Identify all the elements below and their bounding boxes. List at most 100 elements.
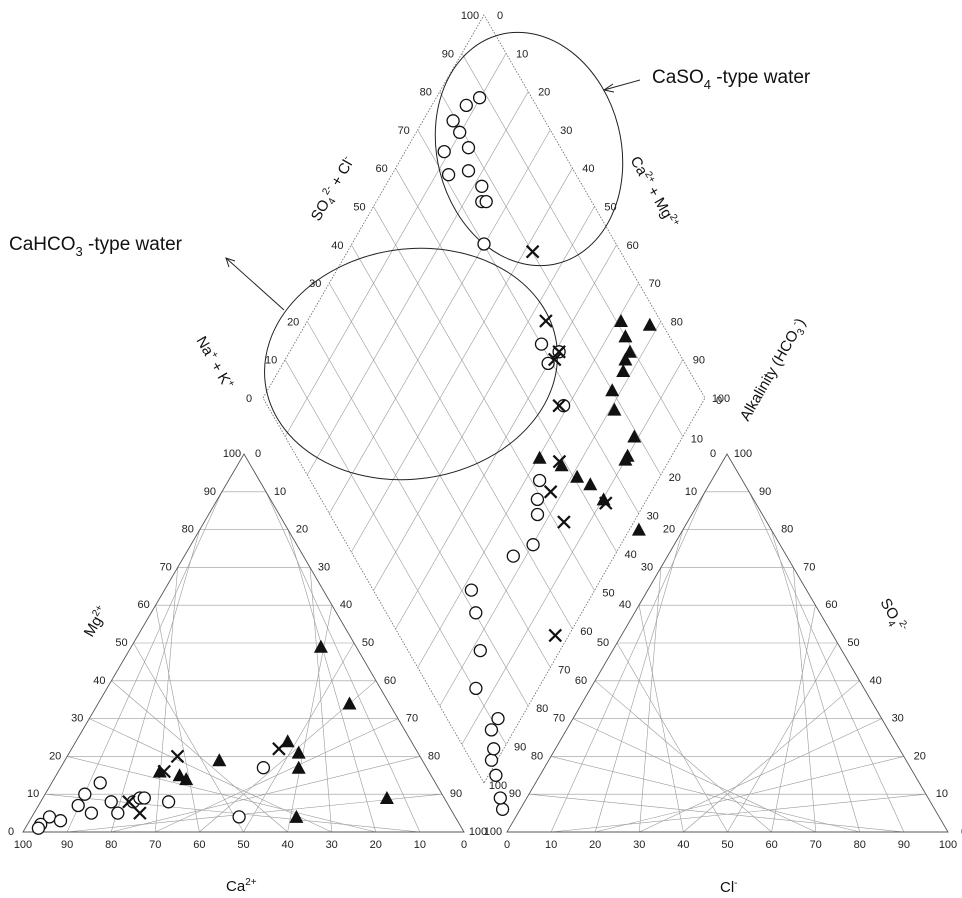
diamond-grid-b (461, 53, 684, 437)
diamond-point-circle (453, 125, 467, 139)
tick-ca-mg: 30 (560, 125, 572, 137)
cation-grid-a (45, 793, 420, 833)
tick-labels: 0 0 0 10 10 10 20 20 20 30 30 30 40 40 40 50 50 50 60 60 60 7… (8, 10, 962, 851)
tick-alkalinity: 10 (691, 434, 703, 446)
tick-so4-cl: 90 (442, 48, 454, 60)
arrow-caHCO3 (225, 257, 285, 311)
anion-point-circle (469, 606, 483, 620)
cation-grid-b (243, 642, 355, 833)
cation-point-circle (84, 806, 99, 820)
tick-cation-right: 90 (450, 788, 462, 800)
tick-ca: 90 (61, 839, 73, 851)
anion-grid-b (771, 605, 816, 833)
cation-point-triangle (179, 772, 194, 786)
tick-anion-left: 90 (509, 788, 521, 800)
tick-ca: 70 (149, 839, 161, 851)
diamond-point-triangle (607, 402, 622, 416)
axis-title-so4: SO42- (874, 595, 910, 637)
tick-alkalinity: 70 (558, 665, 570, 677)
anion-point-triangle (631, 522, 646, 536)
diamond-point-circle (461, 164, 476, 178)
axis-title-ca: Ca2+ (226, 877, 257, 895)
cation-point-cross (157, 764, 171, 779)
cation-point-circle (104, 795, 118, 809)
tick-alkalinity: 30 (647, 511, 659, 523)
cross-stroke (552, 398, 566, 413)
tick-cl: 20 (589, 839, 601, 851)
diamond-grid-a (395, 244, 617, 630)
tick-so4: 80 (781, 524, 793, 536)
svg-text:Mg2+: Mg2+ (80, 603, 112, 640)
cation-point-triangle (379, 791, 394, 804)
tick-ca: 30 (326, 839, 338, 851)
tick-cl: 60 (765, 839, 777, 851)
cation-point-triangle (342, 696, 357, 710)
anion-point-circle (469, 681, 483, 696)
svg-text:CaSO4 -type water: CaSO4 -type water (652, 67, 811, 92)
tick-mg: 10 (27, 788, 39, 800)
tick-so4-cl: 100 (461, 10, 479, 22)
anion-point-circle (489, 768, 503, 782)
cross-stroke (552, 345, 566, 359)
diamond-point-circle (461, 141, 476, 155)
diamond-point-cross (547, 352, 562, 367)
diamond-grid-b (439, 91, 662, 476)
tick-so4: 40 (869, 675, 881, 687)
tick-anion-left: 40 (619, 599, 631, 611)
cross-stroke (557, 515, 571, 529)
cross-stroke (547, 352, 562, 367)
anion-point-circle (532, 473, 547, 488)
tick-alkalinity: 40 (624, 549, 636, 561)
diamond-point-triangle (618, 352, 633, 366)
diamond-point-triangle (618, 452, 633, 466)
anion-point-circle (506, 549, 520, 563)
tick-so4-cl: 60 (375, 163, 387, 175)
diamond-point-circle (472, 91, 487, 105)
tick-alkalinity: 90 (514, 742, 526, 754)
cation-point-triangle (152, 764, 167, 778)
svg-text:Alkalinity (HCO3-): Alkalinity (HCO3-) (736, 315, 812, 426)
tick-ca-mg: 0 (497, 10, 503, 22)
svg-text:CaHCO3 -type water: CaHCO3 -type water (9, 234, 183, 259)
tick-cl: 10 (545, 839, 557, 851)
anion-grid-b (770, 529, 861, 833)
tick-ca: 40 (281, 839, 293, 851)
cation-point-cross (170, 749, 185, 764)
tick-cl: 30 (633, 839, 645, 851)
anion-grid-a (616, 642, 728, 833)
axis-title-so4-cl: SO42- + Cl- (307, 154, 361, 226)
anion-point-circle (464, 583, 479, 597)
diamond-point-circle (441, 168, 456, 182)
anion-point-circle (491, 711, 505, 726)
tick-alkalinity: 0 (716, 395, 722, 407)
tick-mg: 100 (223, 448, 241, 460)
tick-cation-right: 30 (318, 561, 330, 573)
data-points (31, 91, 657, 835)
svg-text:SO42- + Cl-: SO42- + Cl- (307, 154, 361, 226)
tick-ca: 20 (370, 839, 382, 851)
cation-point-circle (111, 806, 125, 820)
cation-point-circle (53, 814, 68, 828)
tick-anion-left: 100 (484, 826, 502, 838)
tick-mg: 50 (115, 637, 127, 649)
cation-frame (22, 453, 465, 833)
tick-ca-mg: 60 (626, 240, 638, 252)
tick-mg: 60 (137, 599, 149, 611)
anion-grid-a (550, 756, 860, 833)
anion-point-circle (484, 723, 499, 737)
tick-ca: 0 (461, 839, 467, 851)
anion-point-triangle (532, 450, 547, 464)
tick-mg: 40 (93, 675, 105, 687)
tick-cation-right: 50 (362, 637, 374, 649)
tick-anion-left: 80 (531, 750, 543, 762)
diamond-frame (262, 14, 706, 784)
tick-anion-left: 50 (597, 637, 609, 649)
tick-ca-mg: 80 (671, 316, 683, 328)
cross-stroke (170, 749, 185, 764)
anion-point-triangle (583, 477, 598, 491)
cation-point-circle (232, 810, 246, 824)
caHCO3-ellipse (264, 247, 558, 481)
anion-grid-a (594, 680, 772, 833)
tick-ca-mg: 100 (712, 393, 730, 405)
casO4-ellipse (434, 31, 624, 267)
